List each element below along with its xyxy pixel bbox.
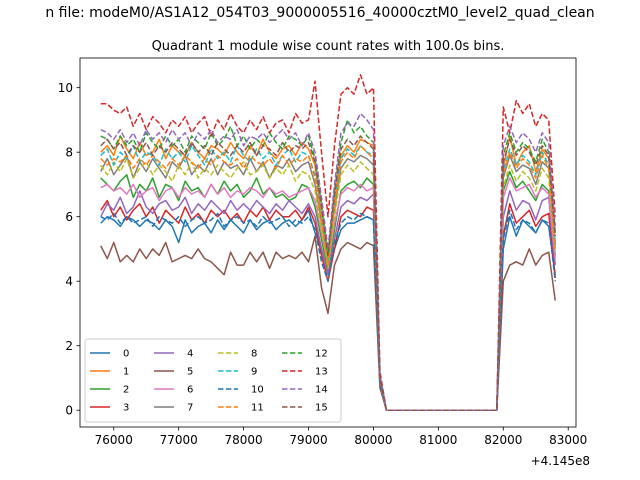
x-tick-label: 78000	[225, 433, 263, 447]
x-tick-label: 81000	[419, 433, 457, 447]
legend-label: 3	[123, 403, 129, 414]
figure-suptitle: n file: modeM0/AS1A12_054T03_9000005516_…	[45, 5, 594, 21]
series-line-10	[100, 209, 556, 411]
legend-label: 14	[315, 385, 328, 396]
legend-label: 15	[315, 403, 328, 414]
x-tick-label: 76000	[95, 433, 133, 447]
legend-label: 8	[251, 349, 257, 360]
legend-box	[84, 338, 342, 423]
series-line-11	[100, 144, 556, 411]
legend-label: 1	[123, 367, 129, 378]
legend-label: 6	[187, 385, 193, 396]
legend-label: 2	[123, 385, 129, 396]
x-tick-label: 79000	[289, 433, 327, 447]
x-tick-label: 77000	[160, 433, 198, 447]
axes: 76000 77000 78000 79000 80000 81000 82000 83000…	[58, 57, 587, 447]
plot-area	[100, 74, 556, 411]
legend-label: 13	[315, 367, 328, 378]
y-tick-label: 8	[65, 145, 73, 159]
axes-frame	[79, 57, 577, 428]
legend-label: 4	[187, 349, 193, 360]
x-tick-label: 80000	[354, 433, 392, 447]
legend-label: 5	[187, 367, 193, 378]
legend-label: 11	[251, 403, 264, 414]
legend-label: 12	[315, 349, 328, 360]
y-tick-label: 0	[65, 404, 73, 418]
x-tick-label: 83000	[549, 433, 587, 447]
legend-label: 9	[251, 367, 257, 378]
x-offset-label: +4.145e8	[531, 454, 590, 468]
chart-title: Quadrant 1 module wise count rates with …	[152, 39, 505, 54]
y-tick-label: 2	[65, 339, 73, 353]
legend-label: 0	[123, 349, 129, 360]
legend-label: 7	[187, 403, 193, 414]
y-tick-label: 6	[65, 210, 73, 224]
series-line-15	[100, 135, 556, 411]
legend-label: 10	[251, 385, 264, 396]
y-tick-label: 10	[58, 81, 73, 95]
y-tick-label: 4	[65, 275, 73, 289]
x-tick-label: 82000	[484, 433, 522, 447]
